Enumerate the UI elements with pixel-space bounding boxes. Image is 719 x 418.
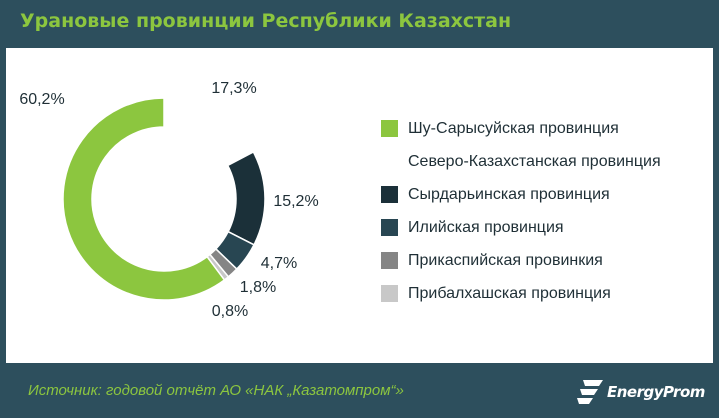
slice-value-label: 0,8% [212, 303, 248, 320]
legend-label: Сырдарьинская провинция [408, 185, 610, 203]
slice-value-label: 1,8% [240, 279, 276, 296]
brand-name: EnergyProm [607, 383, 705, 401]
legend-item: Илийская провинция [381, 211, 661, 244]
legend-item: Прикаспийская провинкия [381, 244, 661, 277]
legend-item: Шу-Сарысуйская провинция [381, 112, 661, 145]
legend-label: Прикаспийская провинкия [408, 251, 603, 269]
slice-value-label: 4,7% [261, 255, 297, 272]
legend-swatch [381, 252, 398, 269]
legend-swatch [381, 285, 398, 302]
legend-label: Шу-Сарысуйская провинция [408, 119, 619, 137]
legend-item: Прибалхашская провинция [381, 277, 661, 310]
brand-logo: EnergyProm [575, 377, 705, 407]
donut-slice [163, 97, 255, 167]
legend-swatch [381, 186, 398, 203]
source-note: Источник: годовой отчёт АО «НАК „Казатом… [28, 382, 404, 399]
footer [0, 366, 719, 418]
slice-value-label: 17,3% [211, 80, 256, 97]
slice-value-label: 60,2% [19, 91, 64, 108]
legend: Шу-Сарысуйская провинция Северо-Казахстан… [380, 112, 661, 310]
chart-title: Урановые провинции Республики Казахстан [20, 10, 512, 32]
legend-item: Северо-Казахстанская провинция [380, 145, 661, 178]
donut-slice [226, 151, 266, 246]
legend-label: Илийская провинция [408, 218, 564, 236]
legend-label: Северо-Казахстанская провинция [408, 152, 661, 170]
legend-swatch [381, 219, 398, 236]
legend-item: Сырдарьинская провинция [381, 178, 661, 211]
legend-swatch [381, 120, 398, 137]
chart-panel [6, 48, 713, 363]
energyprom-logo-icon [577, 380, 603, 404]
legend-label: Прибалхашская провинция [408, 284, 611, 302]
legend-swatch [380, 152, 399, 171]
slice-value-label: 15,2% [273, 193, 318, 210]
donut-slice [62, 97, 226, 301]
